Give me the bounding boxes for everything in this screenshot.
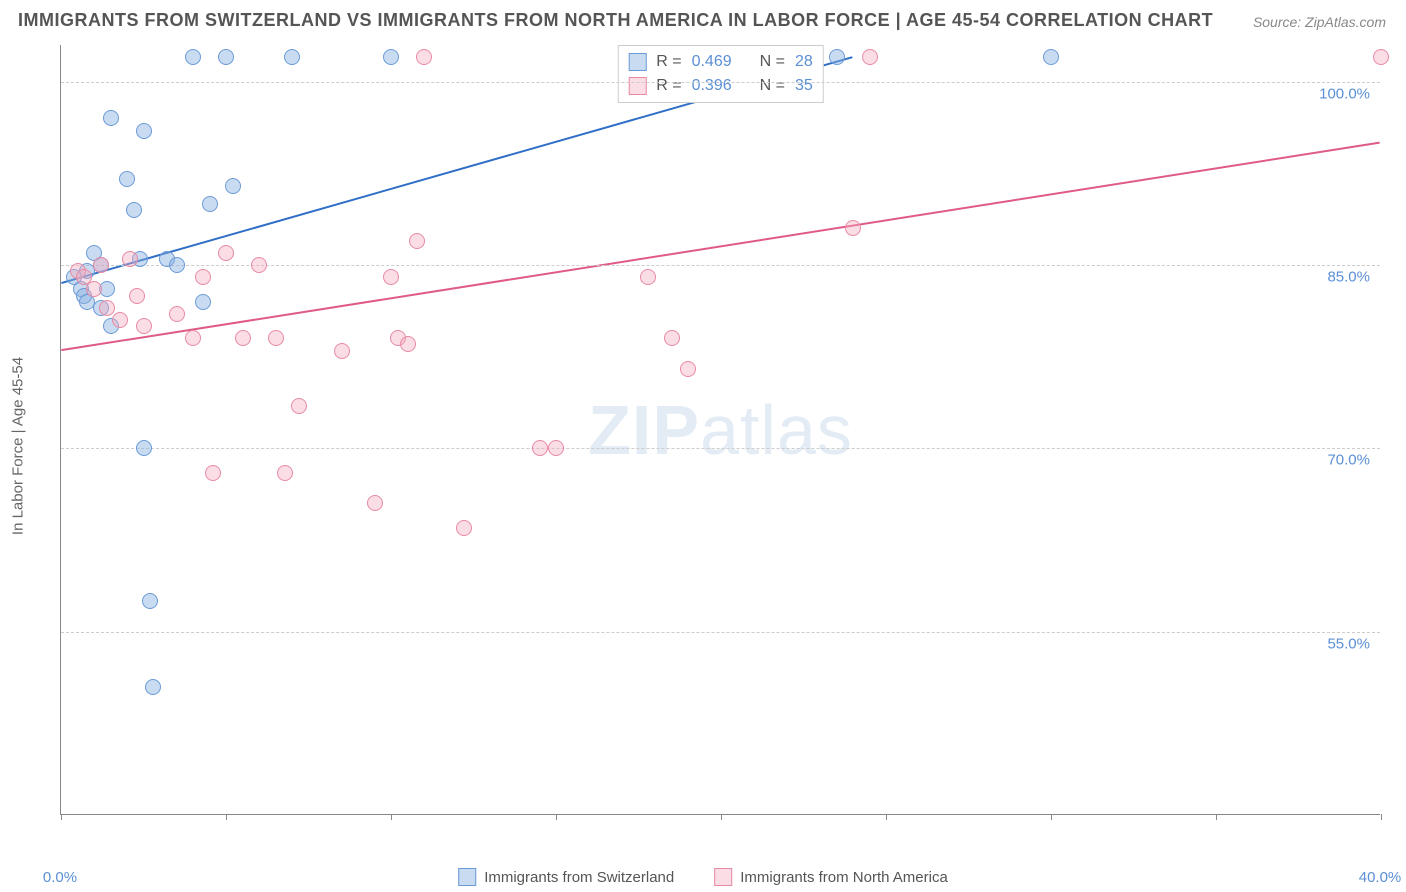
watermark-light: atlas [700,391,853,469]
swatch-series1 [628,53,646,71]
data-point [291,398,307,414]
data-point [195,269,211,285]
bottom-legend: Immigrants from Switzerland Immigrants f… [458,868,948,886]
data-point [169,257,185,273]
x-tick [391,814,392,820]
data-point [383,269,399,285]
data-point [126,202,142,218]
data-point [93,257,109,273]
x-tick-label: 40.0% [1359,869,1402,886]
data-point [284,49,300,65]
stat-n-label: N = [760,74,785,98]
watermark-bold: ZIP [588,391,700,469]
data-point [400,336,416,352]
chart-title: IMMIGRANTS FROM SWITZERLAND VS IMMIGRANT… [18,10,1213,31]
y-tick-label: 55.0% [1327,635,1370,652]
data-point [235,330,251,346]
data-point [416,49,432,65]
data-point [829,49,845,65]
source-attribution: Source: ZipAtlas.com [1253,14,1386,30]
legend-swatch-2 [714,868,732,886]
gridline [61,448,1380,449]
x-tick [61,814,62,820]
data-point [664,330,680,346]
y-tick-label: 85.0% [1327,269,1370,286]
x-tick-label: 0.0% [43,869,77,886]
stat-r-value-2: 0.396 [692,74,732,98]
stat-r-label: R = [656,74,681,98]
data-point [1043,49,1059,65]
data-point [122,251,138,267]
data-point [103,110,119,126]
data-point [251,257,267,273]
x-tick [886,814,887,820]
data-point [99,300,115,316]
data-point [195,294,211,310]
data-point [185,49,201,65]
data-point [129,288,145,304]
legend-label-1: Immigrants from Switzerland [484,869,674,886]
stat-r-label: R = [656,50,681,74]
data-point [268,330,284,346]
stat-r-value-1: 0.469 [692,50,732,74]
data-point [845,220,861,236]
data-point [1373,49,1389,65]
swatch-series2 [628,77,646,95]
y-axis-label: In Labor Force | Age 45-54 [10,357,27,535]
data-point [334,343,350,359]
x-tick [721,814,722,820]
trend-lines-svg [61,45,1380,814]
stat-n-value-2: 35 [795,74,813,98]
data-point [862,49,878,65]
data-point [456,520,472,536]
data-point [145,679,161,695]
x-tick [1051,814,1052,820]
data-point [640,269,656,285]
data-point [136,123,152,139]
x-tick [1216,814,1217,820]
data-point [205,465,221,481]
correlation-stats-box: R = 0.469 N = 28 R = 0.396 N = 35 [617,45,824,103]
watermark: ZIPatlas [588,390,853,470]
stats-row-series2: R = 0.396 N = 35 [628,74,813,98]
y-tick-label: 70.0% [1327,452,1370,469]
data-point [218,245,234,261]
data-point [86,281,102,297]
data-point [277,465,293,481]
plot-area: ZIPatlas R = 0.469 N = 28 R = 0.396 N = … [60,45,1380,815]
data-point [169,306,185,322]
x-tick [556,814,557,820]
data-point [185,330,201,346]
gridline [61,82,1380,83]
y-tick-label: 100.0% [1319,85,1370,102]
data-point [680,361,696,377]
data-point [119,171,135,187]
stat-n-value-1: 28 [795,50,813,74]
data-point [136,440,152,456]
data-point [532,440,548,456]
data-point [548,440,564,456]
legend-item-1: Immigrants from Switzerland [458,868,674,886]
data-point [142,593,158,609]
data-point [367,495,383,511]
stats-row-series1: R = 0.469 N = 28 [628,50,813,74]
data-point [112,312,128,328]
legend-swatch-1 [458,868,476,886]
data-point [225,178,241,194]
data-point [383,49,399,65]
legend-item-2: Immigrants from North America [714,868,948,886]
data-point [202,196,218,212]
data-point [136,318,152,334]
trend-line [61,143,1379,351]
gridline [61,632,1380,633]
x-tick [1381,814,1382,820]
data-point [409,233,425,249]
stat-n-label: N = [760,50,785,74]
legend-label-2: Immigrants from North America [740,869,948,886]
x-tick [226,814,227,820]
data-point [218,49,234,65]
